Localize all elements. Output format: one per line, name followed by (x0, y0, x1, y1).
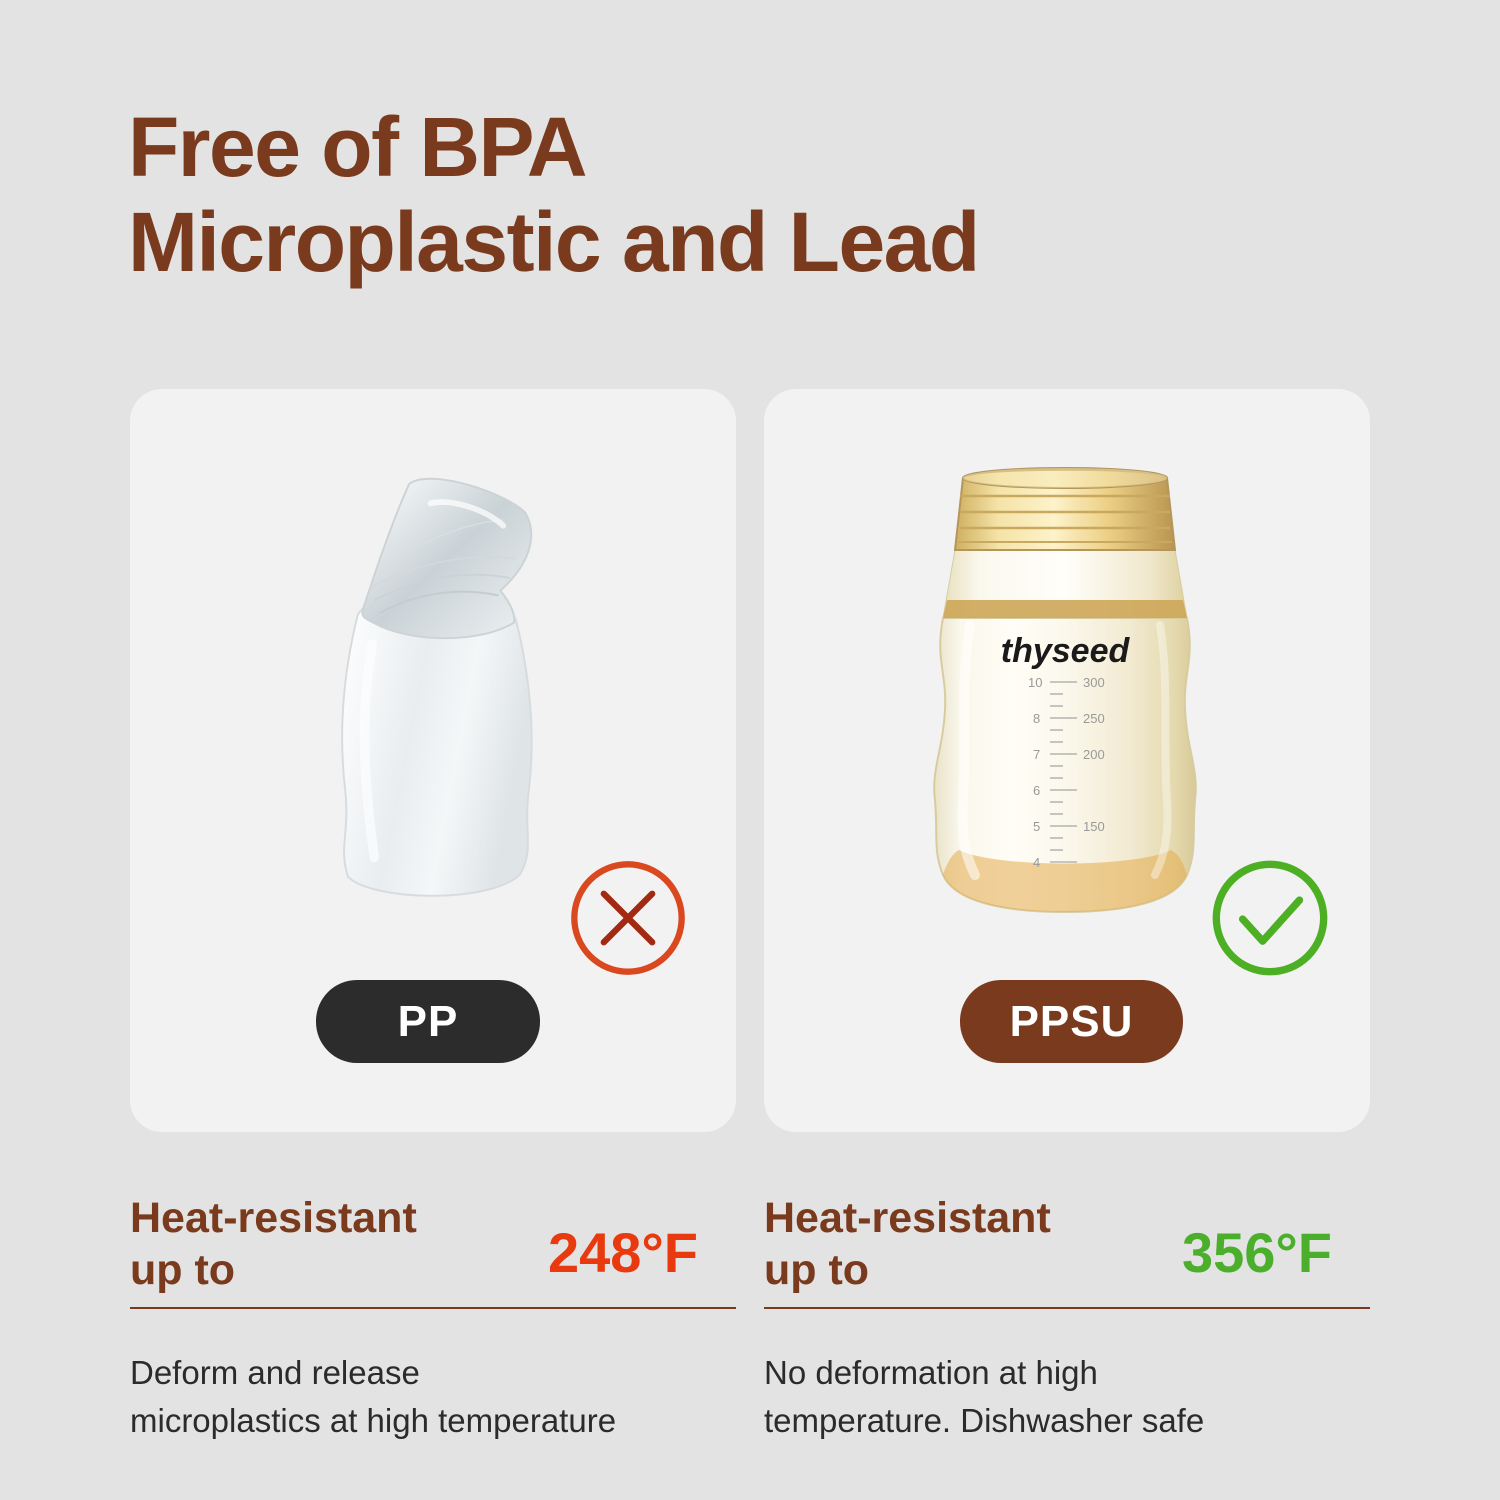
svg-text:6: 6 (1033, 783, 1040, 798)
svg-text:7: 7 (1033, 747, 1040, 762)
svg-text:250: 250 (1083, 711, 1105, 726)
svg-text:200: 200 (1083, 747, 1105, 762)
svg-text:150: 150 (1083, 819, 1105, 834)
svg-text:thyseed: thyseed (1001, 632, 1131, 670)
svg-text:5: 5 (1033, 819, 1040, 834)
svg-text:8: 8 (1033, 711, 1040, 726)
svg-text:10: 10 (1028, 675, 1042, 690)
svg-text:4: 4 (1033, 855, 1040, 870)
svg-text:300: 300 (1083, 675, 1105, 690)
